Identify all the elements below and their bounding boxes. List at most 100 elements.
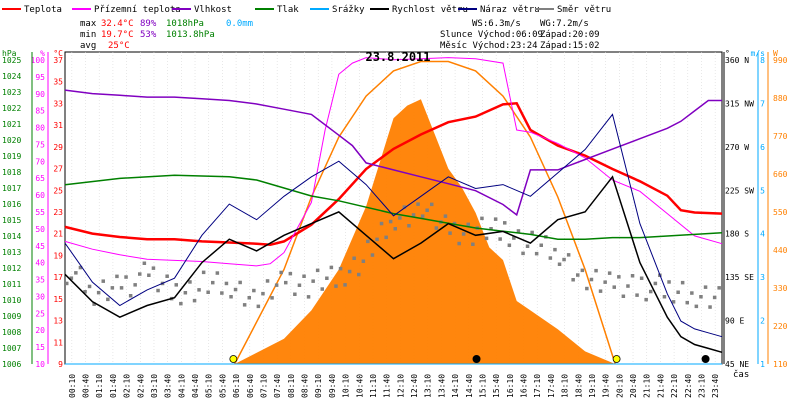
stat-ws: WS:6.3m/s <box>472 19 521 29</box>
wind-direction-point <box>553 247 557 252</box>
wind-direction-point <box>626 284 630 288</box>
stat-max-pres: 1018hPa <box>166 19 204 29</box>
x-tick-label: 22:40 <box>684 374 693 398</box>
wind-direction-point <box>124 275 128 279</box>
y-tick-ms: 7 <box>760 99 765 108</box>
y-tick-percent: 80 <box>35 124 45 133</box>
wind-direction-point <box>128 294 133 298</box>
wind-direction-point <box>498 237 502 241</box>
wind-direction-point <box>197 288 201 292</box>
x-tick-label: 10:40 <box>355 374 364 398</box>
y-tick-direction: 135 SE <box>725 273 754 282</box>
wind-direction-point <box>165 274 169 278</box>
wind-direction-point <box>703 285 708 289</box>
y-tick-hpa: 1023 <box>2 88 21 97</box>
wind-direction-point <box>685 300 689 305</box>
statistics-panel: max 32.4°C 89% 1018hPa 0.0mm min 19.7°C … <box>80 19 600 51</box>
y-tick-percent: 50 <box>35 225 45 234</box>
stat-min-pres: 1013.8hPa <box>166 30 215 40</box>
stat-min-hum: 53% <box>140 30 157 40</box>
y-tick-celsius: 29 <box>53 143 63 152</box>
moonset-marker <box>472 355 481 363</box>
y-tick-ms: 4 <box>760 230 765 239</box>
wind-direction-point <box>489 227 493 231</box>
x-tick-label: 19:10 <box>588 374 597 398</box>
wind-direction-point <box>78 265 83 270</box>
legend-label: Přízemní teplota <box>94 5 181 15</box>
wind-direction-point <box>471 242 475 246</box>
wind-direction-point <box>639 276 644 280</box>
x-tick-label: 11:40 <box>383 374 392 398</box>
legend-label: Náraz větru <box>480 5 540 15</box>
wind-direction-point <box>87 284 92 289</box>
y-tick-direction: 360 N <box>725 56 749 65</box>
y-tick-w: 880 <box>773 94 788 103</box>
wind-direction-point <box>434 226 439 230</box>
wind-direction-point <box>247 296 251 300</box>
x-tick-label: 09:10 <box>314 374 323 398</box>
y-axis-label-hpa: hPa <box>2 49 17 58</box>
series-teplota <box>64 101 723 247</box>
x-tick-label: 16:10 <box>506 374 515 398</box>
wind-direction-point <box>457 241 461 246</box>
stat-moon: Měsíc Východ:23:24 <box>440 41 538 51</box>
x-tick-label: 07:10 <box>259 374 268 398</box>
y-tick-hpa: 1013 <box>2 248 21 257</box>
y-tick-hpa: 1016 <box>2 200 21 209</box>
wind-direction-point <box>512 236 516 240</box>
wind-direction-point <box>607 271 612 275</box>
y-tick-percent: 25 <box>35 309 45 318</box>
x-tick-label: 20:10 <box>615 374 624 398</box>
x-tick-label: 07:40 <box>273 374 282 398</box>
x-tick-label: 09:40 <box>328 374 337 398</box>
x-tick-label: 14:40 <box>465 374 474 398</box>
stat-max-label: max <box>80 19 97 29</box>
y-tick-percent: 40 <box>35 259 45 268</box>
legend-label: Vlhkost <box>194 5 232 15</box>
y-tick-percent: 90 <box>35 90 45 99</box>
wind-direction-point <box>585 286 589 291</box>
wind-direction-point <box>83 290 87 294</box>
wind-direction-point <box>443 214 448 218</box>
wind-direction-point <box>653 281 658 286</box>
stat-min-label: min <box>80 30 96 40</box>
x-tick-label: 02:10 <box>123 374 132 398</box>
wind-direction-point <box>274 283 279 287</box>
wind-direction-point <box>484 236 489 241</box>
wind-direction-point <box>201 270 206 275</box>
wind-direction-point <box>557 262 562 266</box>
wind-direction-point <box>402 205 407 209</box>
y-tick-ms: 8 <box>760 56 765 65</box>
wind-direction-point <box>466 222 470 227</box>
y-tick-hpa: 1006 <box>2 360 21 369</box>
sunset-marker <box>612 355 621 363</box>
wind-direction-point <box>621 294 626 298</box>
y-tick-percent: 65 <box>35 174 45 183</box>
wind-direction-point <box>96 290 101 295</box>
x-tick-label: 18:40 <box>574 374 583 398</box>
y-tick-celsius: 27 <box>53 165 63 174</box>
wind-direction-point <box>188 280 192 284</box>
wind-direction-point <box>576 273 580 277</box>
wind-direction-point <box>717 286 721 290</box>
y-tick-percent: 85 <box>35 107 45 116</box>
wind-direction-point <box>461 232 466 236</box>
wind-direction-point <box>279 270 283 275</box>
wind-direction-point <box>138 272 142 276</box>
wind-direction-point <box>521 251 525 256</box>
x-tick-label: 13:10 <box>424 374 433 398</box>
wind-direction-point <box>671 300 676 304</box>
y-tick-percent: 20 <box>35 326 45 335</box>
wind-direction-point <box>676 290 680 294</box>
wind-direction-point <box>589 277 594 282</box>
wind-direction-point <box>110 286 115 290</box>
wind-direction-point <box>420 214 425 218</box>
stat-wg: WG:7.2m/s <box>540 19 589 29</box>
y-tick-celsius: 19 <box>53 251 63 260</box>
x-tick-label: 12:40 <box>410 374 419 398</box>
y-tick-celsius: 33 <box>53 99 63 108</box>
y-tick-w: 110 <box>773 360 788 369</box>
wind-direction-point <box>580 268 585 273</box>
y-tick-w: 330 <box>773 284 788 293</box>
y-tick-direction: 180 S <box>725 230 749 239</box>
